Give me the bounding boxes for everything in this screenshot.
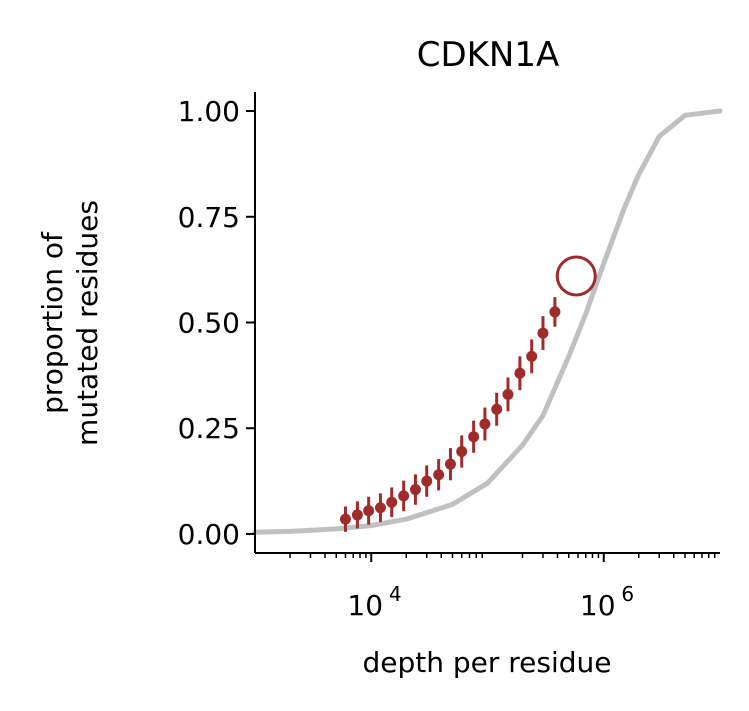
data-point bbox=[409, 474, 421, 505]
point-marker bbox=[537, 327, 549, 339]
point-marker bbox=[479, 418, 491, 430]
data-point bbox=[491, 392, 503, 426]
y-tick-label: 0.50 bbox=[178, 307, 240, 340]
point-marker bbox=[456, 445, 468, 457]
data-point bbox=[398, 480, 410, 512]
point-marker bbox=[444, 458, 456, 470]
reference-curve bbox=[252, 108, 723, 535]
point-marker bbox=[526, 350, 538, 362]
x-ticks: 10 4 10 6 bbox=[289, 553, 716, 622]
points-layer bbox=[339, 297, 561, 532]
data-point bbox=[514, 356, 526, 391]
x-tick-label: 10 bbox=[347, 589, 383, 622]
data-point bbox=[339, 506, 351, 532]
highlight-layer bbox=[555, 255, 597, 297]
data-point bbox=[386, 487, 398, 518]
data-point bbox=[526, 339, 538, 374]
data-point bbox=[456, 435, 468, 468]
data-point bbox=[468, 420, 480, 453]
point-marker bbox=[514, 367, 526, 379]
data-point bbox=[502, 377, 514, 412]
point-marker bbox=[433, 469, 445, 481]
highlight-marker bbox=[555, 255, 597, 297]
data-point bbox=[421, 465, 433, 497]
point-marker bbox=[491, 403, 503, 415]
curve-layer bbox=[252, 108, 723, 535]
y-axis-label: proportion of mutated residues bbox=[36, 200, 104, 446]
point-marker bbox=[351, 509, 363, 521]
data-point bbox=[351, 501, 363, 529]
point-marker bbox=[421, 475, 433, 487]
point-marker bbox=[363, 505, 375, 517]
y-axis-label-line-2: mutated residues bbox=[71, 200, 104, 446]
y-ticks: 0.00 0.25 0.50 0.75 1.00 bbox=[178, 95, 255, 551]
chart-title: CDKN1A bbox=[417, 35, 560, 75]
x-tick-exponent: 6 bbox=[621, 582, 634, 606]
plot-area bbox=[252, 108, 723, 535]
data-point bbox=[444, 448, 456, 481]
point-marker bbox=[409, 484, 421, 496]
point-marker bbox=[374, 502, 386, 514]
data-point bbox=[433, 459, 445, 491]
point-marker bbox=[398, 490, 410, 502]
data-point bbox=[479, 407, 491, 441]
point-marker bbox=[468, 431, 480, 443]
x-axis-label: depth per residue bbox=[362, 646, 611, 679]
point-marker bbox=[339, 513, 351, 525]
data-point bbox=[374, 493, 386, 523]
point-marker bbox=[549, 306, 561, 318]
y-tick-label: 0.00 bbox=[178, 518, 240, 551]
point-marker bbox=[502, 388, 514, 400]
data-point bbox=[549, 297, 561, 327]
y-tick-label: 0.25 bbox=[178, 412, 240, 445]
data-point bbox=[363, 496, 375, 525]
y-axis-label-line-1: proportion of bbox=[36, 231, 69, 414]
y-tick-label: 0.75 bbox=[178, 201, 240, 234]
data-point bbox=[537, 316, 549, 350]
x-tick-label: 10 bbox=[580, 589, 616, 622]
x-tick-exponent: 4 bbox=[389, 582, 402, 606]
y-tick-label: 1.00 bbox=[178, 95, 240, 128]
point-marker bbox=[386, 496, 398, 508]
